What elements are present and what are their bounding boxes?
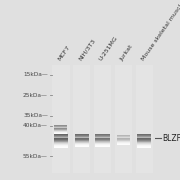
Bar	[52, 65, 70, 173]
Text: 25kDa—: 25kDa—	[23, 93, 48, 98]
Bar	[94, 65, 111, 173]
Bar	[115, 65, 132, 173]
Text: MCF7: MCF7	[57, 44, 71, 62]
Text: 15kDa—: 15kDa—	[23, 73, 48, 77]
Text: 35kDa—: 35kDa—	[23, 113, 48, 118]
Text: Mouse skeletal muscle: Mouse skeletal muscle	[140, 0, 180, 62]
Text: 55kDa—: 55kDa—	[23, 154, 48, 159]
Text: U-251MG: U-251MG	[98, 35, 119, 62]
Text: Jurkat: Jurkat	[119, 44, 134, 62]
Text: BLZF1: BLZF1	[162, 134, 180, 143]
Text: 40kDa—: 40kDa—	[23, 123, 48, 129]
Text: NIH/3T3: NIH/3T3	[78, 38, 96, 62]
Bar	[136, 65, 153, 173]
Bar	[73, 65, 91, 173]
